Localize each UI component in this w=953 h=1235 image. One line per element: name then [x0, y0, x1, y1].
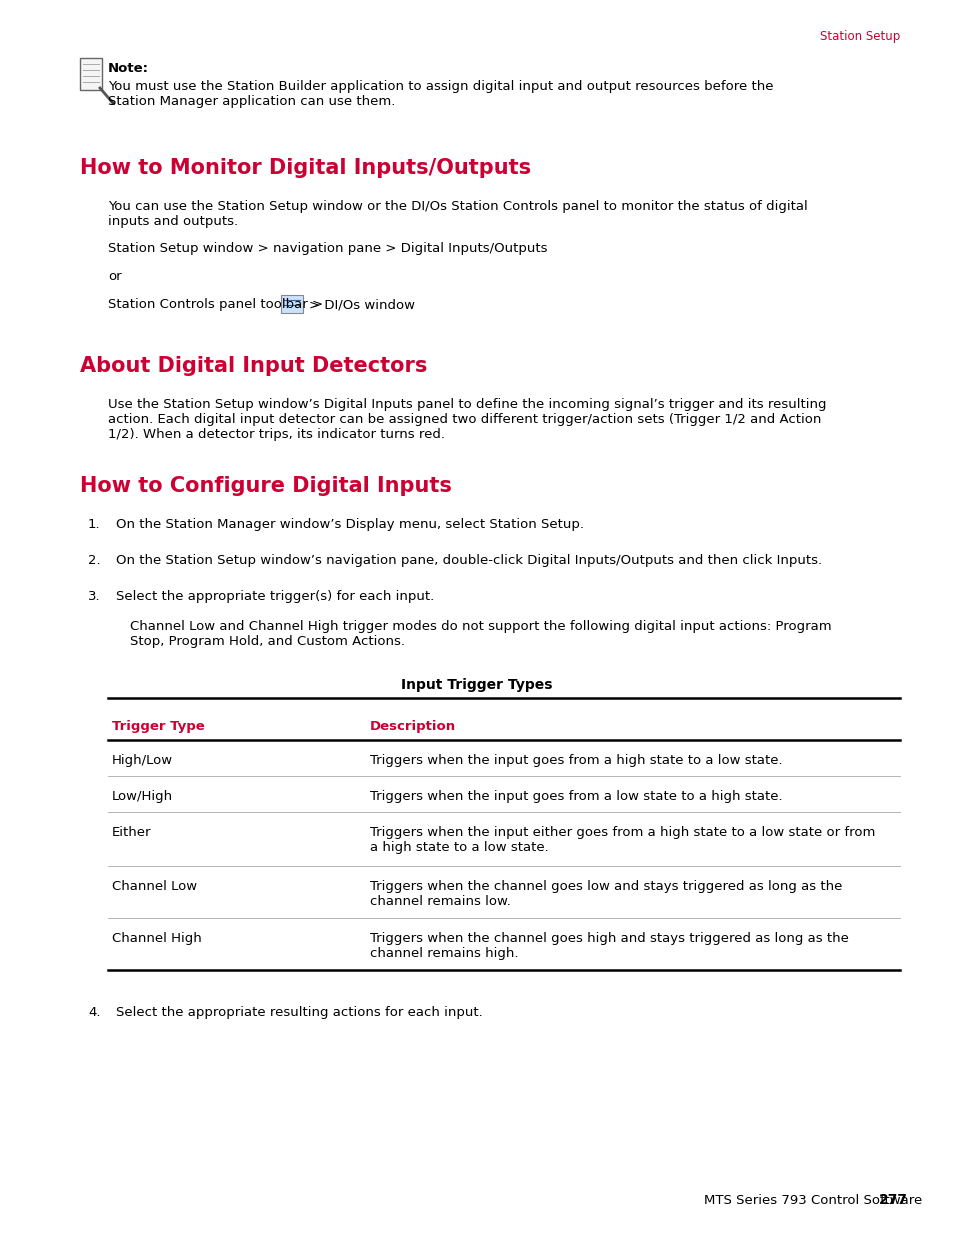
Text: Channel Low: Channel Low	[112, 881, 197, 893]
Text: Triggers when the channel goes high and stays triggered as long as the
channel r: Triggers when the channel goes high and …	[370, 932, 848, 960]
Text: Input Trigger Types: Input Trigger Types	[401, 678, 552, 692]
Text: 1.: 1.	[88, 517, 100, 531]
Text: or: or	[108, 270, 121, 283]
Text: Description: Description	[370, 720, 456, 734]
Text: Channel High: Channel High	[112, 932, 201, 945]
Text: On the Station Manager window’s Display menu, select Station Setup.: On the Station Manager window’s Display …	[116, 517, 583, 531]
Text: 2.: 2.	[88, 555, 100, 567]
Text: Either: Either	[112, 826, 152, 839]
Text: Select the appropriate resulting actions for each input.: Select the appropriate resulting actions…	[116, 1007, 482, 1019]
Text: Low/High: Low/High	[112, 790, 172, 803]
Text: Channel Low and Channel High trigger modes do not support the following digital : Channel Low and Channel High trigger mod…	[130, 620, 831, 648]
Text: Use the Station Setup window’s Digital Inputs panel to define the incoming signa: Use the Station Setup window’s Digital I…	[108, 398, 825, 441]
Text: Select the appropriate trigger(s) for each input.: Select the appropriate trigger(s) for ea…	[116, 590, 434, 603]
Text: Station Setup: Station Setup	[819, 30, 899, 43]
Text: Triggers when the input either goes from a high state to a low state or from
a h: Triggers when the input either goes from…	[370, 826, 875, 853]
Text: Station Controls panel toolbar >: Station Controls panel toolbar >	[108, 298, 323, 311]
Text: On the Station Setup window’s navigation pane, double-click Digital Inputs/Outpu: On the Station Setup window’s navigation…	[116, 555, 821, 567]
Text: You must use the Station Builder application to assign digital input and output : You must use the Station Builder applica…	[108, 80, 773, 107]
FancyBboxPatch shape	[80, 58, 102, 90]
Text: High/Low: High/Low	[112, 755, 172, 767]
Text: Note:: Note:	[108, 62, 149, 75]
Text: Triggers when the channel goes low and stays triggered as long as the
channel re: Triggers when the channel goes low and s…	[370, 881, 841, 908]
Text: Trigger Type: Trigger Type	[112, 720, 205, 734]
Text: Triggers when the input goes from a high state to a low state.: Triggers when the input goes from a high…	[370, 755, 781, 767]
Text: 277: 277	[878, 1193, 907, 1207]
Text: How to Configure Digital Inputs: How to Configure Digital Inputs	[80, 475, 452, 496]
FancyBboxPatch shape	[281, 295, 303, 312]
Text: How to Monitor Digital Inputs/Outputs: How to Monitor Digital Inputs/Outputs	[80, 158, 531, 178]
Text: About Digital Input Detectors: About Digital Input Detectors	[80, 356, 427, 375]
Text: 3.: 3.	[88, 590, 100, 603]
Text: 4.: 4.	[88, 1007, 100, 1019]
Text: MTS Series 793 Control Software: MTS Series 793 Control Software	[703, 1194, 922, 1207]
Text: Triggers when the input goes from a low state to a high state.: Triggers when the input goes from a low …	[370, 790, 781, 803]
Text: Station Setup window > navigation pane > Digital Inputs/Outputs: Station Setup window > navigation pane >…	[108, 242, 547, 254]
Text: You can use the Station Setup window or the DI/Os Station Controls panel to moni: You can use the Station Setup window or …	[108, 200, 807, 228]
Text: > DI/Os window: > DI/Os window	[309, 298, 415, 311]
